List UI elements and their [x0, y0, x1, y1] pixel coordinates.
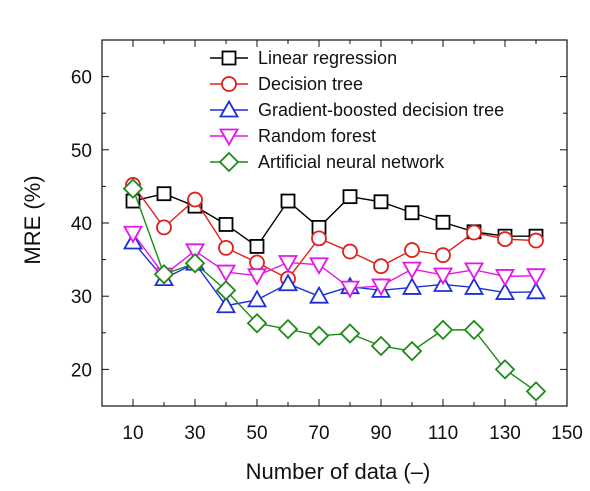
legend-marker	[218, 128, 240, 147]
data-point	[373, 258, 389, 275]
data-point	[466, 224, 482, 241]
data-point	[494, 359, 516, 380]
legend-label: Linear regression	[258, 48, 397, 68]
data-point	[342, 243, 358, 260]
data-point	[435, 247, 451, 264]
legend-item: Decision tree	[210, 74, 363, 94]
y-tick-label: 60	[71, 68, 92, 89]
data-point	[370, 335, 392, 357]
legend-label: Artificial neural network	[258, 152, 445, 172]
x-tick-label: 110	[428, 423, 458, 444]
series-triangle-up	[122, 231, 547, 314]
data-point	[215, 280, 237, 301]
data-point	[404, 242, 420, 258]
x-tick-label: 10	[122, 423, 143, 444]
data-point	[246, 313, 268, 334]
data-point	[401, 340, 423, 362]
data-point	[525, 281, 547, 300]
data-point	[311, 230, 327, 247]
plot-frame	[101, 39, 568, 407]
data-point	[246, 268, 268, 287]
legend-marker	[221, 50, 237, 66]
data-point	[249, 254, 265, 271]
y-tick-label: 50	[71, 141, 92, 162]
axes: 10 30 50 70 90 110 130 150 20 30 40 50 60	[71, 39, 583, 444]
data-point	[156, 219, 172, 236]
data-point	[339, 323, 361, 344]
legend-item: Artificial neural network	[210, 151, 445, 173]
series-layer	[122, 177, 547, 402]
legend-marker	[218, 99, 240, 118]
data-point	[463, 277, 485, 295]
data-point	[122, 178, 144, 199]
legend-label: Decision tree	[258, 74, 363, 94]
y-axis-label: MRE (%)	[20, 175, 45, 264]
data-point	[122, 225, 144, 244]
data-point	[342, 189, 358, 205]
data-point	[463, 319, 485, 341]
data-point	[153, 263, 175, 285]
data-point	[156, 186, 172, 202]
legend-marker	[221, 76, 237, 92]
y-tick-label: 40	[71, 214, 92, 235]
data-point	[184, 243, 206, 262]
y-tick-label: 30	[71, 287, 92, 308]
data-point	[218, 239, 234, 256]
x-tick-label: 30	[184, 423, 205, 444]
data-point	[249, 239, 265, 254]
data-point	[277, 318, 299, 340]
data-point	[404, 205, 420, 221]
data-point	[277, 255, 299, 273]
legend-marker	[218, 151, 240, 173]
data-point	[308, 325, 330, 347]
legend-label: Gradient-boosted decision tree	[258, 100, 504, 120]
data-point	[401, 261, 423, 280]
data-point	[497, 231, 513, 248]
y-tick-label: 20	[71, 360, 92, 381]
legend-item: Gradient-boosted decision tree	[210, 99, 504, 120]
data-point	[525, 268, 547, 287]
legend-label: Random forest	[258, 126, 376, 146]
legend-item: Linear regression	[210, 48, 397, 68]
data-point	[373, 194, 389, 210]
data-point	[215, 295, 237, 314]
legend-item: Random forest	[210, 126, 376, 147]
data-point	[339, 280, 361, 299]
data-point	[308, 257, 330, 276]
data-point	[187, 191, 203, 208]
data-point	[215, 264, 237, 283]
data-point	[184, 252, 206, 274]
data-point	[435, 214, 451, 230]
data-point	[401, 277, 423, 295]
data-point	[246, 289, 268, 308]
data-point	[463, 262, 485, 281]
x-tick-label: 50	[246, 423, 267, 444]
legend: Linear regression Decision tree Gradient-b…	[210, 48, 504, 173]
series-diamond	[122, 178, 547, 402]
data-point	[277, 273, 299, 292]
data-point	[525, 381, 547, 402]
data-point	[370, 278, 392, 297]
x-tick-label: 90	[370, 423, 391, 444]
data-point	[494, 282, 516, 300]
data-point	[280, 193, 296, 209]
x-tick-label: 70	[308, 423, 329, 444]
data-point	[218, 217, 234, 232]
data-point	[432, 267, 454, 286]
x-axis-label: Number of data (–)	[246, 459, 431, 484]
x-tick-label: 150	[551, 423, 583, 444]
x-tick-label: 130	[489, 423, 521, 444]
data-point	[494, 269, 516, 287]
data-point	[308, 285, 330, 304]
data-point	[528, 232, 544, 249]
data-point	[432, 319, 454, 341]
